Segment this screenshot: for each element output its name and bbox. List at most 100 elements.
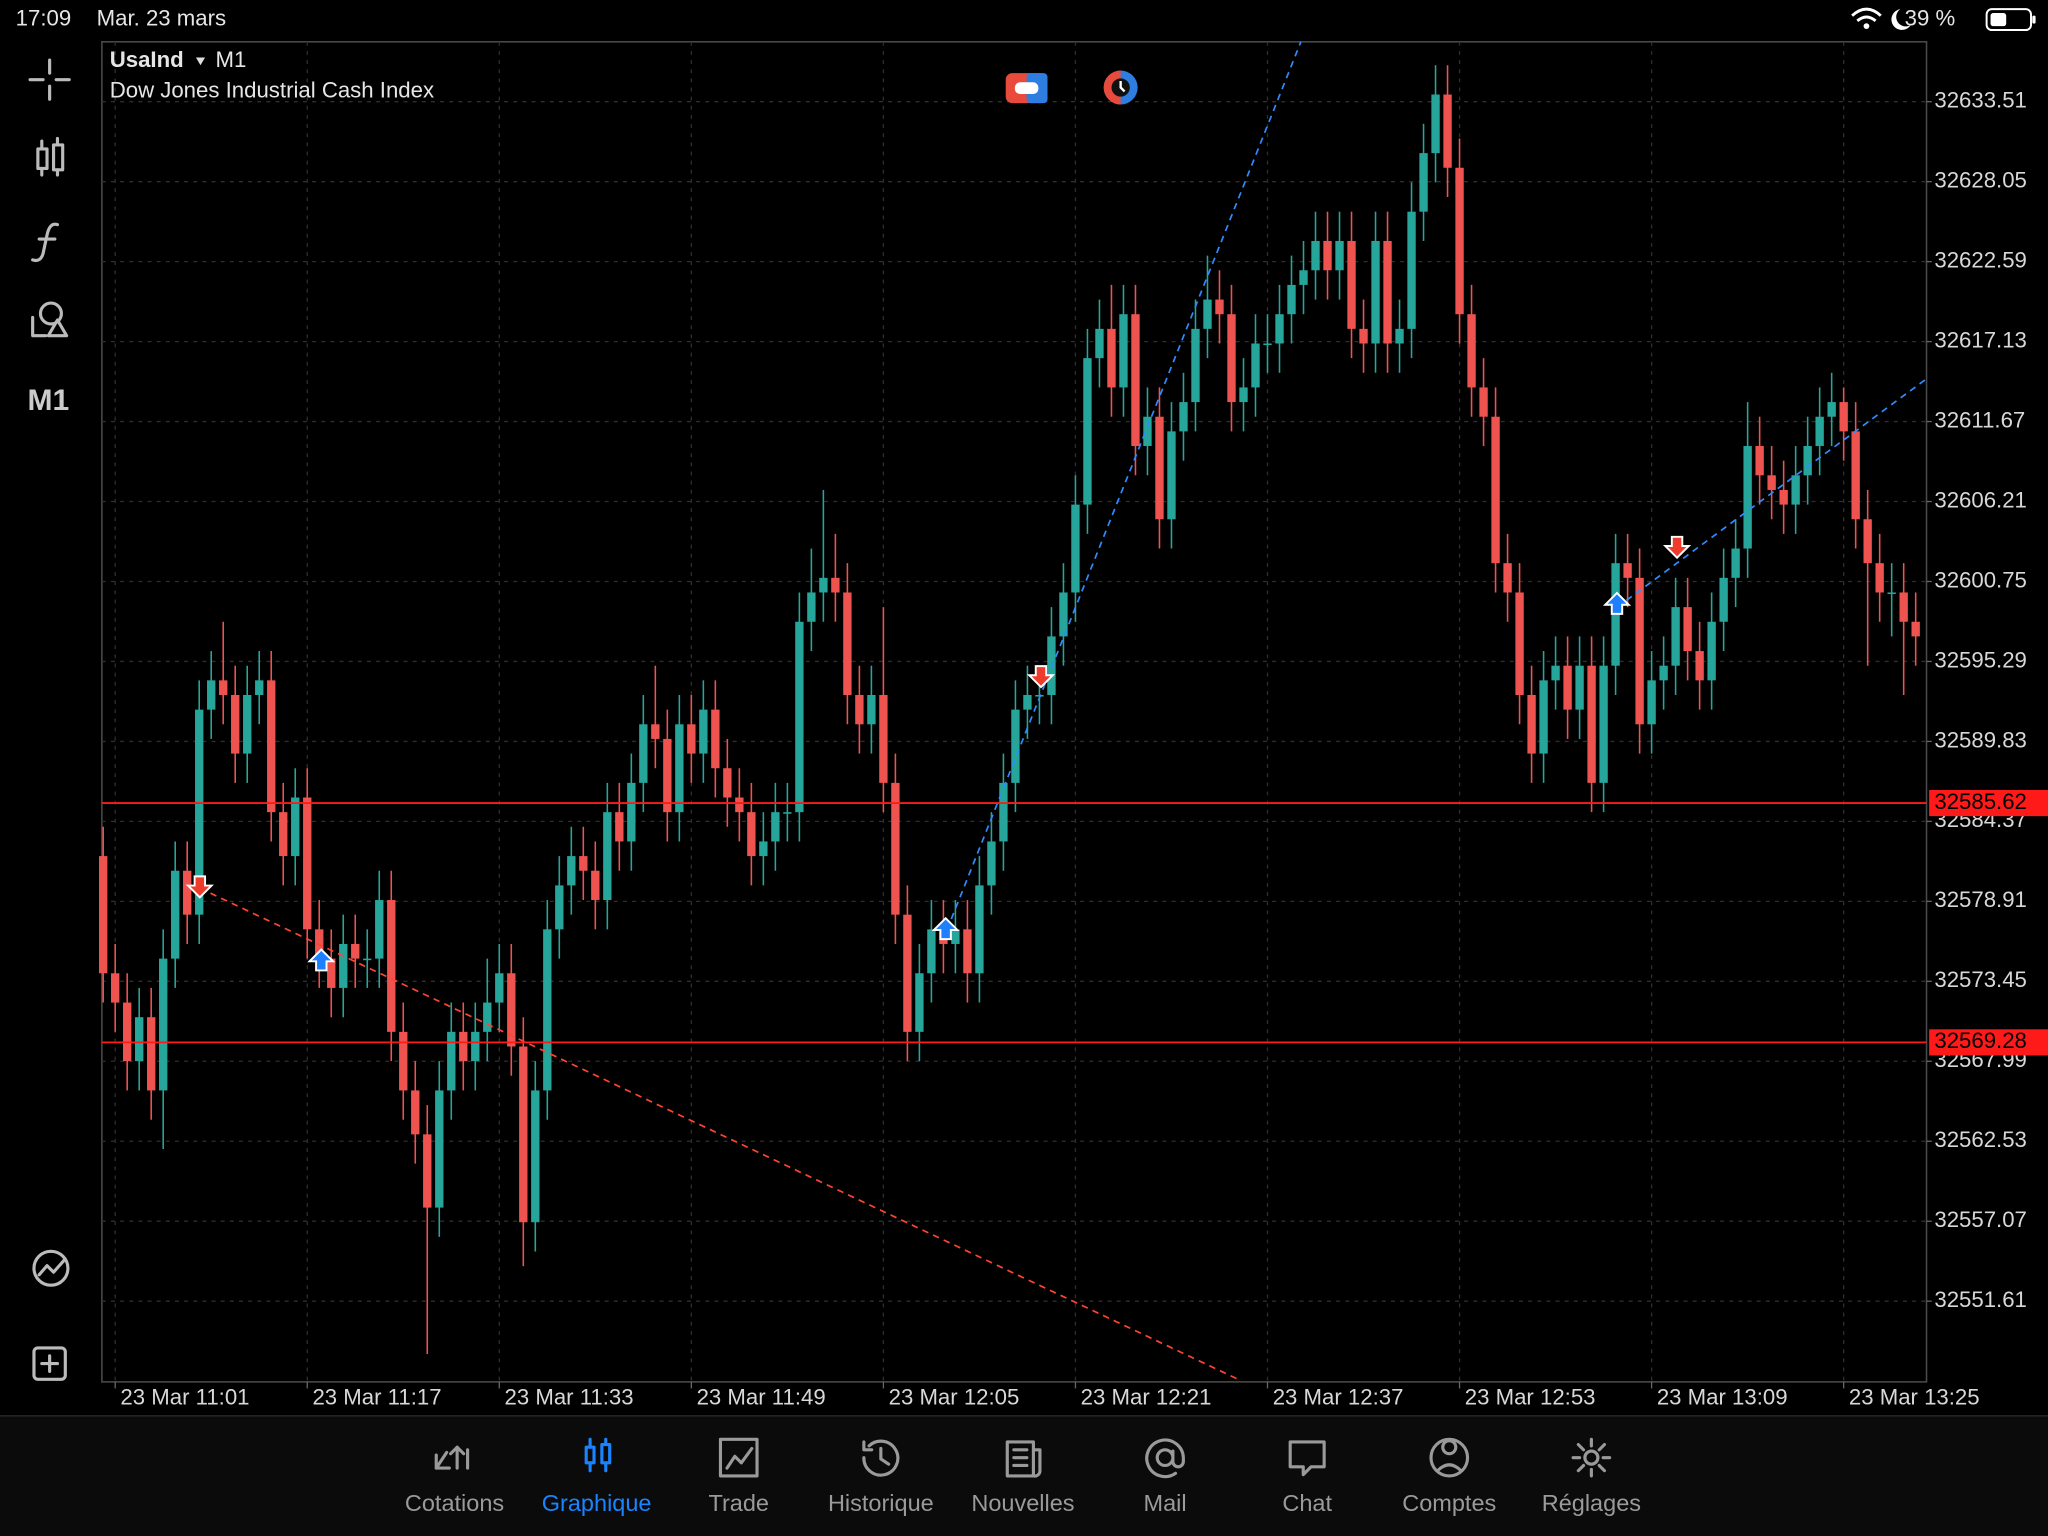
candle-body: [243, 694, 252, 754]
status-icons: [1851, 7, 1911, 30]
candle-body: [1119, 314, 1128, 388]
candle-body: [1083, 358, 1092, 505]
candle-body: [1659, 665, 1668, 681]
indicators-tool[interactable]: [31, 222, 60, 263]
candle-body: [975, 885, 984, 974]
new-order-tool[interactable]: [32, 1346, 67, 1381]
candle-body: [1191, 328, 1200, 403]
chart-type-tool[interactable]: [36, 136, 65, 177]
tab-3[interactable]: Historique: [828, 1439, 934, 1516]
candle-body: [1647, 680, 1656, 725]
buy-arrow: [307, 948, 336, 972]
x-tick-label: 23 Mar 12:21: [1081, 1385, 1212, 1410]
candle-body: [1323, 240, 1332, 271]
candle-body: [927, 929, 936, 974]
x-tick-label: 23 Mar 11:33: [505, 1385, 634, 1410]
tab-6[interactable]: Chat: [1282, 1440, 1332, 1516]
candle-body: [1131, 314, 1140, 447]
candle-body: [903, 914, 912, 1032]
candle-body: [867, 694, 876, 725]
tab-5[interactable]: Mail: [1144, 1438, 1187, 1516]
candle-body: [1731, 548, 1740, 578]
y-tick-label: 32606.21: [1934, 487, 2027, 512]
candle-body: [1515, 592, 1524, 695]
candle-body: [807, 592, 816, 622]
symbol-description: Dow Jones Industrial Cash Index: [110, 77, 434, 102]
candle-body: [1539, 680, 1548, 754]
candle-body: [1419, 153, 1428, 212]
tab-label: Nouvelles: [971, 1490, 1074, 1516]
tab-icon: [1571, 1437, 1612, 1478]
candle-body: [435, 1090, 444, 1208]
candle-body: [1227, 314, 1236, 403]
candle-body: [639, 724, 648, 783]
candle-body: [1203, 299, 1212, 329]
tab-8[interactable]: Réglages: [1542, 1437, 1641, 1516]
tab-2[interactable]: Trade: [708, 1437, 769, 1516]
candle-body: [783, 812, 792, 814]
candle-body: [915, 973, 924, 1032]
candle-body: [1875, 563, 1884, 593]
candle-body: [951, 929, 960, 944]
one-click-trading[interactable]: [1005, 73, 1048, 104]
candle-body: [1899, 592, 1908, 622]
candle-body: [363, 958, 372, 961]
price-line-label: 32569.28: [1934, 1028, 2027, 1053]
trading-tool[interactable]: [32, 1249, 70, 1287]
candle-body: [1767, 475, 1776, 490]
candle-body: [1527, 694, 1536, 754]
candle-body: [351, 943, 360, 959]
tab-label: Chat: [1282, 1490, 1332, 1516]
candle-body: [531, 1090, 540, 1223]
candle-body: [1311, 240, 1320, 271]
tab-icon: [1288, 1440, 1326, 1477]
y-tick-label: 32557.07: [1934, 1207, 2027, 1232]
tab-4[interactable]: Nouvelles: [971, 1440, 1075, 1516]
candle-body: [183, 870, 192, 915]
candle-body: [1563, 665, 1572, 710]
candle-body: [123, 1002, 132, 1062]
symbol[interactable]: UsaInd: [110, 47, 184, 72]
candle-body: [279, 812, 288, 857]
candle-body: [1095, 328, 1104, 359]
candle-body: [1683, 607, 1692, 652]
candle-body: [1911, 621, 1920, 637]
candle-body: [1299, 270, 1308, 285]
x-tick-label: 23 Mar 11:17: [312, 1385, 441, 1410]
symbol-dropdown[interactable]: [195, 57, 206, 66]
candle-body: [1239, 387, 1248, 403]
buy-arrow: [931, 916, 960, 941]
timeframe-button[interactable]: M1: [27, 384, 69, 417]
candle-body: [1107, 328, 1116, 388]
tab-1[interactable]: Graphique: [542, 1437, 652, 1516]
candle-body: [843, 592, 852, 695]
trade-signal-icon[interactable]: [1103, 70, 1138, 105]
candle-body: [231, 694, 240, 754]
candle-body: [711, 709, 720, 769]
trend-line[interactable]: [1616, 378, 1928, 609]
trend-line[interactable]: [199, 887, 1242, 1382]
crosshair-tool[interactable]: [28, 58, 71, 101]
candle-body: [1335, 240, 1344, 271]
tab-7[interactable]: Comptes: [1402, 1437, 1496, 1516]
candle-body: [507, 973, 516, 1047]
candle-body: [1467, 314, 1476, 388]
tab-icon: [584, 1437, 612, 1473]
candle-body: [327, 958, 336, 988]
objects-tool[interactable]: [31, 301, 69, 338]
y-tick-label: 32551.61: [1934, 1287, 2027, 1312]
candle-body: [303, 797, 312, 930]
candle-body: [1743, 446, 1752, 549]
tab-0[interactable]: Cotations: [405, 1445, 504, 1516]
candle-body: [387, 900, 396, 1032]
candle-body: [1275, 314, 1284, 344]
y-tick-label: 32562.53: [1934, 1127, 2027, 1152]
candle-body: [1551, 665, 1560, 681]
candle-body: [375, 900, 384, 959]
y-tick-label: 32573.45: [1934, 967, 2027, 992]
candle-body: [1671, 607, 1680, 666]
y-tick-label: 32628.05: [1934, 168, 2027, 193]
candle-body: [411, 1090, 420, 1135]
candle-body: [1839, 402, 1848, 432]
